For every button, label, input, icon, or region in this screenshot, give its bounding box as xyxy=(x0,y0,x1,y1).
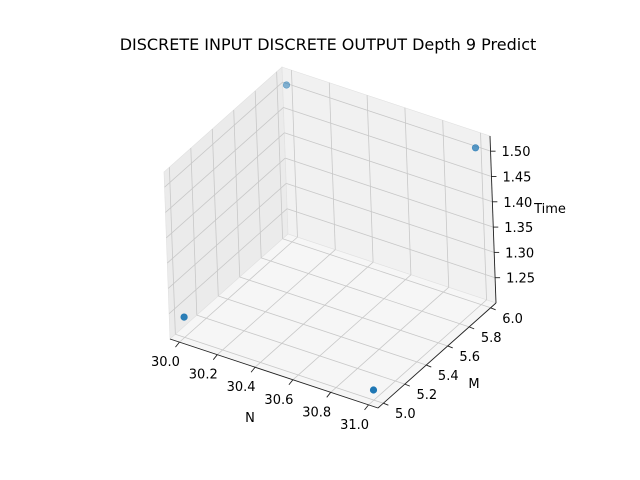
grid-line-x-back xyxy=(291,70,298,238)
grid-line-y-floor xyxy=(261,257,470,328)
grid-line-x-back xyxy=(480,132,487,300)
z-tick-label: 1.50 xyxy=(502,145,531,160)
grid-line-z-left xyxy=(166,132,285,239)
x-tick-mark xyxy=(288,379,294,386)
y-tick-label: 5.2 xyxy=(416,388,437,403)
chart-title: DISCRETE INPUT DISCRETE OUTPUT Depth 9 P… xyxy=(120,35,537,54)
grid-line-x-floor xyxy=(330,287,449,393)
z-tick-label: 1.45 xyxy=(502,170,531,185)
y-tick-mark xyxy=(383,402,389,406)
x-tick-mark xyxy=(175,341,180,348)
y-tick-mark xyxy=(447,345,453,349)
grid-line-y-left xyxy=(211,129,219,297)
grid-line-y-floor xyxy=(282,238,491,309)
y-tick-mark xyxy=(426,364,432,368)
x-tick-label: 30.6 xyxy=(264,393,293,408)
grid-line-z-left xyxy=(167,183,287,289)
grid-line-z-left xyxy=(164,81,283,188)
grid-line-y-floor xyxy=(239,276,448,347)
axes-lines xyxy=(169,135,497,409)
y-tick-label: 5.6 xyxy=(459,350,480,365)
grid-line-y-left xyxy=(233,109,241,277)
z-tick-label: 1.25 xyxy=(506,272,535,287)
x-tick-mark xyxy=(364,404,369,411)
grid-line-x-back xyxy=(442,120,450,288)
grid-line-y-floor xyxy=(196,314,405,385)
y-tick-mark xyxy=(469,326,475,330)
y-axis-line xyxy=(377,302,497,409)
grid-line-x-floor xyxy=(254,261,374,368)
z-tick-label: 1.35 xyxy=(504,221,533,236)
grid-line-z-left xyxy=(167,157,286,264)
grid-line-z-back xyxy=(286,208,496,279)
data-points xyxy=(180,81,480,394)
grid-line-z-back xyxy=(285,157,494,228)
x-tick-mark xyxy=(212,354,218,360)
grid-line-y-floor xyxy=(218,295,427,366)
y-axis-label: M xyxy=(468,377,479,392)
y-tick-label: 5.0 xyxy=(395,407,416,422)
data-point xyxy=(282,81,291,89)
data-point xyxy=(369,386,378,394)
grid-line-y-left xyxy=(168,167,176,335)
data-point xyxy=(471,144,480,152)
y-tick-label: 5.8 xyxy=(481,331,502,346)
axes-panes xyxy=(163,66,497,409)
axes-ticks: 30.0 30.2 30.4 30.6 30.8 31.0 5.05.25.45.65.86… xyxy=(151,145,535,433)
grid-line-y-left xyxy=(276,71,284,239)
y-tick-label: 6.0 xyxy=(502,312,523,327)
grid-line-x-floor xyxy=(217,249,336,355)
x-tick-label: 30.2 xyxy=(189,368,218,383)
grid-line-z-left xyxy=(165,107,284,213)
x-tick-label: 31.0 xyxy=(340,418,369,433)
axes-grid xyxy=(164,70,496,406)
grid-line-x-back xyxy=(404,107,412,275)
x-tick-label: 30.4 xyxy=(227,380,256,395)
x-tick-label: 30.0 xyxy=(151,355,180,370)
grid-line-y-left xyxy=(254,90,262,258)
grid-line-x-back xyxy=(366,95,374,263)
y-tick-label: 5.4 xyxy=(438,369,459,384)
x-tick-mark xyxy=(326,392,332,398)
grid-line-x-floor xyxy=(368,299,487,406)
grid-line-x-back xyxy=(328,82,336,250)
y-tick-mark xyxy=(404,383,410,387)
x-tick-label: 30.8 xyxy=(302,405,331,420)
z-axis-label: Time xyxy=(533,202,566,217)
grid-line-x-floor xyxy=(179,236,298,343)
y-tick-mark xyxy=(490,307,496,311)
x-axis-label: N xyxy=(245,411,255,426)
z-axis-line xyxy=(489,135,497,304)
grid-line-z-back xyxy=(284,132,493,203)
z-tick-label: 1.30 xyxy=(505,246,534,261)
x-tick-mark xyxy=(250,366,256,373)
grid-line-z-back xyxy=(286,183,495,253)
x-axis-line xyxy=(169,338,379,409)
grid-line-x-floor xyxy=(292,274,412,381)
z-tick-label: 1.40 xyxy=(503,196,532,211)
grid-line-y-floor xyxy=(175,333,384,404)
data-point xyxy=(180,313,188,321)
grid-line-z-left xyxy=(168,208,288,314)
grid-line-z-back xyxy=(283,107,492,177)
grid-line-z-back xyxy=(282,81,491,152)
grid-line-y-left xyxy=(190,148,198,316)
